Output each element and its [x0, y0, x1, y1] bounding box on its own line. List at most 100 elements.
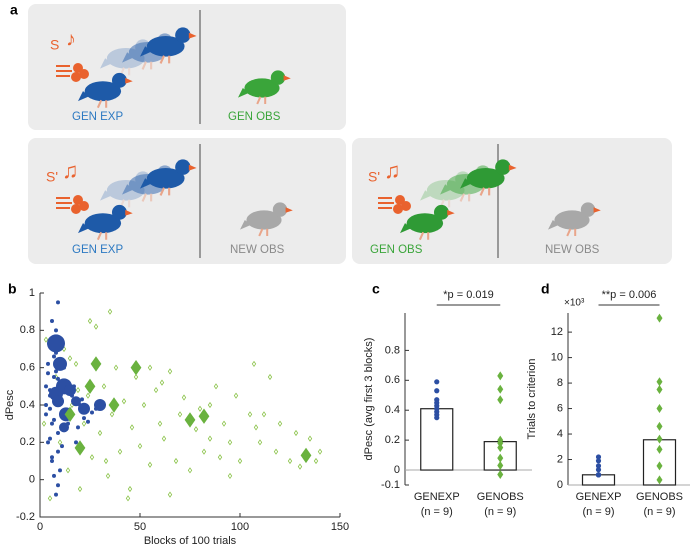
point: [277, 420, 283, 427]
point: [105, 472, 111, 480]
point: [58, 468, 62, 473]
bird-label: GEN EXP: [72, 111, 123, 123]
point: [177, 411, 183, 418]
point: [197, 405, 203, 412]
point: [221, 420, 227, 427]
y-tick-label: 6: [557, 402, 563, 414]
x-tick-sublabel: (n = 9): [582, 506, 614, 518]
y-tick-label: 0: [394, 464, 400, 476]
point: [253, 424, 259, 431]
point: [76, 425, 80, 430]
point: [434, 388, 440, 394]
x-tick-sublabel: (n = 9): [484, 506, 516, 518]
y-axis-label: dPesc (avg first 3 blocks): [363, 338, 375, 461]
point: [273, 448, 279, 455]
stimulus-label: S: [50, 37, 59, 53]
point: [595, 458, 602, 464]
note-icon: ♫: [384, 158, 401, 183]
point: [207, 435, 213, 442]
point: [75, 386, 81, 394]
x-axis-label: Blocks of 100 trials: [144, 535, 237, 547]
point: [82, 416, 86, 421]
point: [52, 375, 56, 379]
y-axis-label: Trials to criterion: [526, 359, 538, 440]
point: [595, 467, 602, 473]
point: [656, 461, 663, 471]
mean-point: [74, 440, 86, 456]
point: [207, 401, 213, 409]
point: [233, 392, 239, 399]
point: [434, 415, 440, 421]
x-tick-label: 50: [134, 521, 146, 533]
point: [109, 411, 115, 418]
point: [87, 317, 93, 325]
panel-label: b: [8, 281, 17, 297]
bird-label: GEN OBS: [228, 111, 281, 123]
point: [50, 319, 54, 323]
point: [46, 371, 50, 376]
point: [656, 434, 663, 444]
point: [147, 364, 153, 371]
y-tick-label: 0.6: [385, 374, 400, 386]
mean-point: [184, 412, 196, 428]
point: [113, 364, 119, 371]
y-axis-label: dPesc: [4, 389, 16, 420]
point: [656, 377, 663, 387]
point: [54, 492, 58, 497]
point: [125, 495, 131, 502]
point: [147, 461, 153, 468]
mean-point: [52, 395, 64, 408]
point: [103, 457, 109, 465]
point: [44, 412, 48, 417]
mean-point: [130, 359, 142, 376]
point: [213, 383, 219, 390]
mean-point: [198, 408, 210, 424]
y-tick-label: 0.6: [20, 362, 35, 374]
x-tick-label: GENOBS: [636, 491, 683, 503]
mean-point: [59, 422, 69, 433]
point: [50, 421, 54, 426]
y-tick-label: 0.2: [385, 434, 400, 446]
point: [52, 417, 56, 422]
point: [56, 449, 60, 454]
x-tick-label: GENEXP: [576, 491, 622, 503]
point: [74, 440, 78, 445]
mean-point: [90, 356, 102, 372]
point: [56, 300, 60, 305]
significance-label: *p = 0.019: [443, 289, 493, 301]
point: [47, 495, 53, 502]
y-tick-label: 0: [557, 479, 563, 491]
point: [141, 401, 147, 409]
point: [133, 373, 139, 381]
panel-label: d: [541, 281, 550, 297]
point: [52, 354, 56, 359]
point: [50, 459, 54, 463]
point: [187, 467, 193, 474]
point: [497, 461, 504, 471]
point: [117, 448, 123, 455]
point: [193, 426, 199, 433]
point: [317, 448, 323, 455]
mean-point: [71, 396, 81, 407]
point: [97, 429, 103, 437]
point: [44, 403, 48, 407]
point: [56, 483, 60, 488]
point: [173, 457, 179, 465]
point: [50, 455, 54, 460]
point: [497, 470, 504, 480]
point: [157, 420, 163, 427]
point: [127, 485, 133, 493]
stimulus-label: S': [46, 169, 58, 185]
point: [497, 395, 504, 405]
point: [107, 308, 113, 315]
x-tick-label: GENOBS: [477, 491, 524, 503]
point: [595, 472, 602, 478]
point: [60, 444, 64, 449]
point: [656, 475, 663, 485]
point: [167, 368, 173, 375]
point: [656, 421, 663, 431]
point: [161, 435, 167, 442]
point: [54, 328, 58, 333]
point: [77, 485, 83, 493]
